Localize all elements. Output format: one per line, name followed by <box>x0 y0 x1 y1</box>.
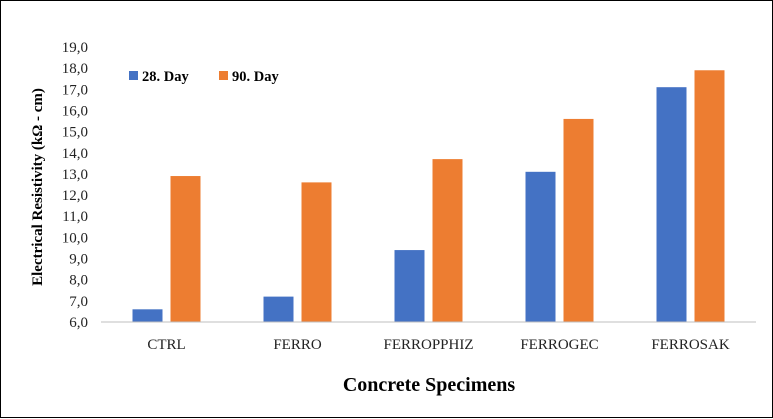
x-tick-label: CTRL <box>147 337 185 353</box>
bar-day28-ferrogec <box>525 171 556 322</box>
y-tick-label: 6,0 <box>69 315 88 331</box>
x-tick-label: FERROGEC <box>520 337 598 353</box>
y-tick-label: 13,0 <box>62 167 88 183</box>
bars <box>132 70 725 323</box>
bar-day28-ferro <box>263 296 294 322</box>
bar-day28-ferrosak <box>656 87 687 322</box>
x-axis-title: Concrete Specimens <box>343 374 516 396</box>
x-axis-category-labels: CTRL FERRO FERROPPHIZ FERROGEC FERROSAK <box>147 337 730 353</box>
y-axis-ticks: 6,0 7,0 8,0 9,0 10,0 11,0 12,0 13,0 14,0 15,0 16,0… <box>62 40 88 331</box>
y-axis-title: Electrical Resistivity (kΩ - cm) <box>30 88 46 286</box>
y-tick-label: 14,0 <box>62 146 88 162</box>
x-tick-label: FERROSAK <box>651 337 730 353</box>
legend-label: 28. Day <box>142 69 189 85</box>
y-tick-label: 17,0 <box>62 82 88 98</box>
x-tick-label: FERROPPHIZ <box>383 337 473 353</box>
y-tick-label: 8,0 <box>69 273 88 289</box>
bar-day28-ferropphiz <box>394 250 425 322</box>
y-tick-label: 16,0 <box>62 103 88 119</box>
y-tick-label: 18,0 <box>62 61 88 77</box>
bar-day28-ctrl <box>132 309 163 322</box>
legend-swatch <box>219 71 228 80</box>
bar-day90-ctrl <box>170 176 201 322</box>
legend-label: 90. Day <box>232 69 279 85</box>
y-tick-label: 12,0 <box>62 188 88 204</box>
bar-day90-ferro <box>301 182 332 322</box>
y-tick-label: 10,0 <box>62 230 88 246</box>
legend-swatch <box>129 71 138 80</box>
bar-day90-ferrosak <box>694 70 725 323</box>
bar-day90-ferrogec <box>563 118 594 322</box>
y-tick-label: 19,0 <box>62 40 88 56</box>
y-tick-label: 11,0 <box>62 209 88 225</box>
y-tick-label: 15,0 <box>62 125 88 141</box>
legend: 28. Day 90. Day <box>129 69 279 85</box>
y-tick-label: 9,0 <box>69 252 88 268</box>
bar-day90-ferropphiz <box>432 159 463 322</box>
x-tick-label: FERRO <box>273 337 322 353</box>
y-tick-label: 7,0 <box>69 294 88 310</box>
